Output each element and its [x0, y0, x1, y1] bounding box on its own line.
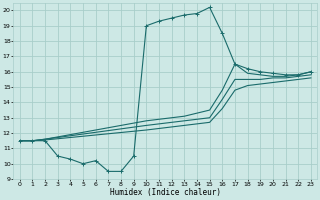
X-axis label: Humidex (Indice chaleur): Humidex (Indice chaleur): [110, 188, 221, 197]
